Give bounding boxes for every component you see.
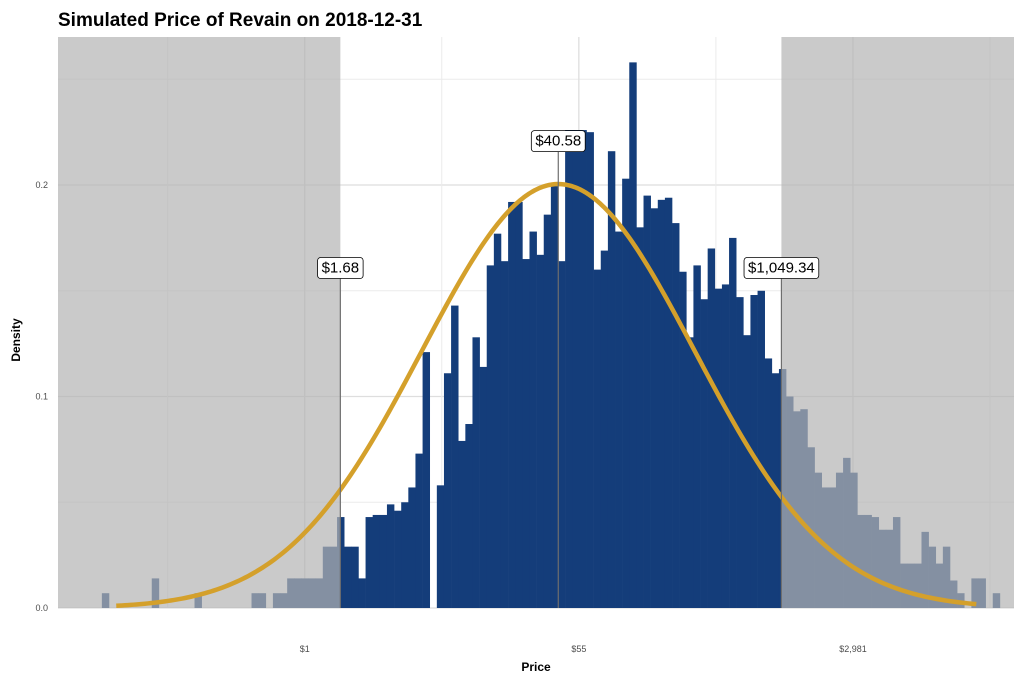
histogram-bar (529, 231, 537, 608)
histogram-bar (500, 261, 509, 608)
histogram-bar (401, 502, 409, 608)
histogram-bar (686, 337, 694, 608)
normal-fit-curve (116, 181, 977, 609)
histogram-bar (415, 453, 423, 608)
quantile-label-box (317, 257, 364, 279)
histogram-bar (443, 373, 452, 608)
histogram-bar (451, 305, 459, 608)
quantile-label: $40.58 (535, 133, 581, 150)
quantile-label: $1,049.34 (748, 260, 815, 277)
histogram-bar (536, 254, 545, 608)
histogram-bar (700, 299, 708, 608)
histogram-bar (607, 151, 616, 608)
histogram-bar (757, 290, 765, 608)
x-tick-label: $1 (300, 644, 310, 654)
histogram-bar (543, 214, 552, 608)
histogram-bar (600, 250, 609, 608)
histogram-bar (422, 352, 431, 608)
histogram-bar (714, 288, 723, 608)
histogram-bar (394, 510, 402, 608)
quantile-annotations: $1.68 $40.58 $1,049.34 (317, 130, 820, 608)
quantile-label: $1.68 (322, 260, 360, 277)
histogram-bar (522, 259, 530, 608)
quantile-label-box (743, 257, 820, 279)
quantile-label-box (530, 130, 586, 153)
histogram-bar (579, 130, 587, 608)
y-tick-label: 0.1 (35, 392, 48, 402)
histogram-bar (643, 195, 651, 608)
normal-fit-line (116, 181, 977, 609)
histogram-bar (372, 514, 381, 608)
histogram-bar (436, 485, 445, 608)
histogram-bar (636, 227, 644, 609)
histogram-bar (550, 185, 559, 608)
x-tick-label: $2,981 (839, 644, 867, 654)
histogram-bar (493, 233, 502, 608)
shaded-tail-regions (58, 37, 1014, 608)
histogram-bar (565, 130, 573, 608)
y-tick-label: 0.0 (35, 603, 48, 613)
x-axis-title: Price (521, 660, 551, 674)
histogram-bar (557, 261, 566, 608)
histogram-bar (657, 199, 666, 608)
histogram-bar (572, 130, 580, 608)
histogram-bar (472, 337, 480, 608)
y-axis-title: Density (9, 318, 23, 362)
histogram-bar (515, 201, 523, 608)
histogram-bar (486, 265, 495, 608)
histogram-bar (586, 132, 594, 608)
histogram-bar (386, 504, 395, 608)
y-axis-ticks: 0.0 0.1 0.2 (35, 180, 48, 613)
histogram-bar (707, 248, 716, 608)
histogram-bar (679, 271, 687, 608)
histogram-bar (508, 201, 516, 608)
x-tick-label: $55 (571, 644, 586, 654)
histogram-bar (344, 546, 352, 608)
histogram-bar (365, 517, 373, 608)
histogram-bar (672, 223, 680, 608)
histogram-bar (458, 440, 466, 608)
histogram-bar (764, 358, 773, 608)
histogram-bar (593, 269, 602, 608)
histogram-bar (629, 62, 637, 608)
histogram-bar (650, 208, 659, 609)
histogram-bar (358, 578, 366, 608)
shaded-region (781, 37, 1014, 608)
shaded-region (58, 37, 341, 608)
x-axis-ticks: $1 $55 $2,981 (300, 644, 867, 654)
histogram-bar (743, 335, 751, 608)
histogram-bar (408, 487, 416, 608)
chart-title: Simulated Price of Revain on 2018-12-31 (58, 10, 423, 31)
histogram-bar (664, 197, 673, 608)
histogram-bar (479, 366, 488, 608)
histogram-bar (465, 424, 473, 608)
histogram-bar (351, 546, 359, 608)
histogram-bar (622, 178, 630, 608)
histogram-bar (693, 265, 701, 608)
histogram-bar (736, 297, 744, 608)
y-tick-label: 0.2 (35, 180, 48, 190)
histogram-bar (721, 284, 730, 608)
histogram-bar (379, 514, 388, 608)
histogram-bar (750, 295, 758, 608)
histogram-bar (615, 231, 623, 608)
